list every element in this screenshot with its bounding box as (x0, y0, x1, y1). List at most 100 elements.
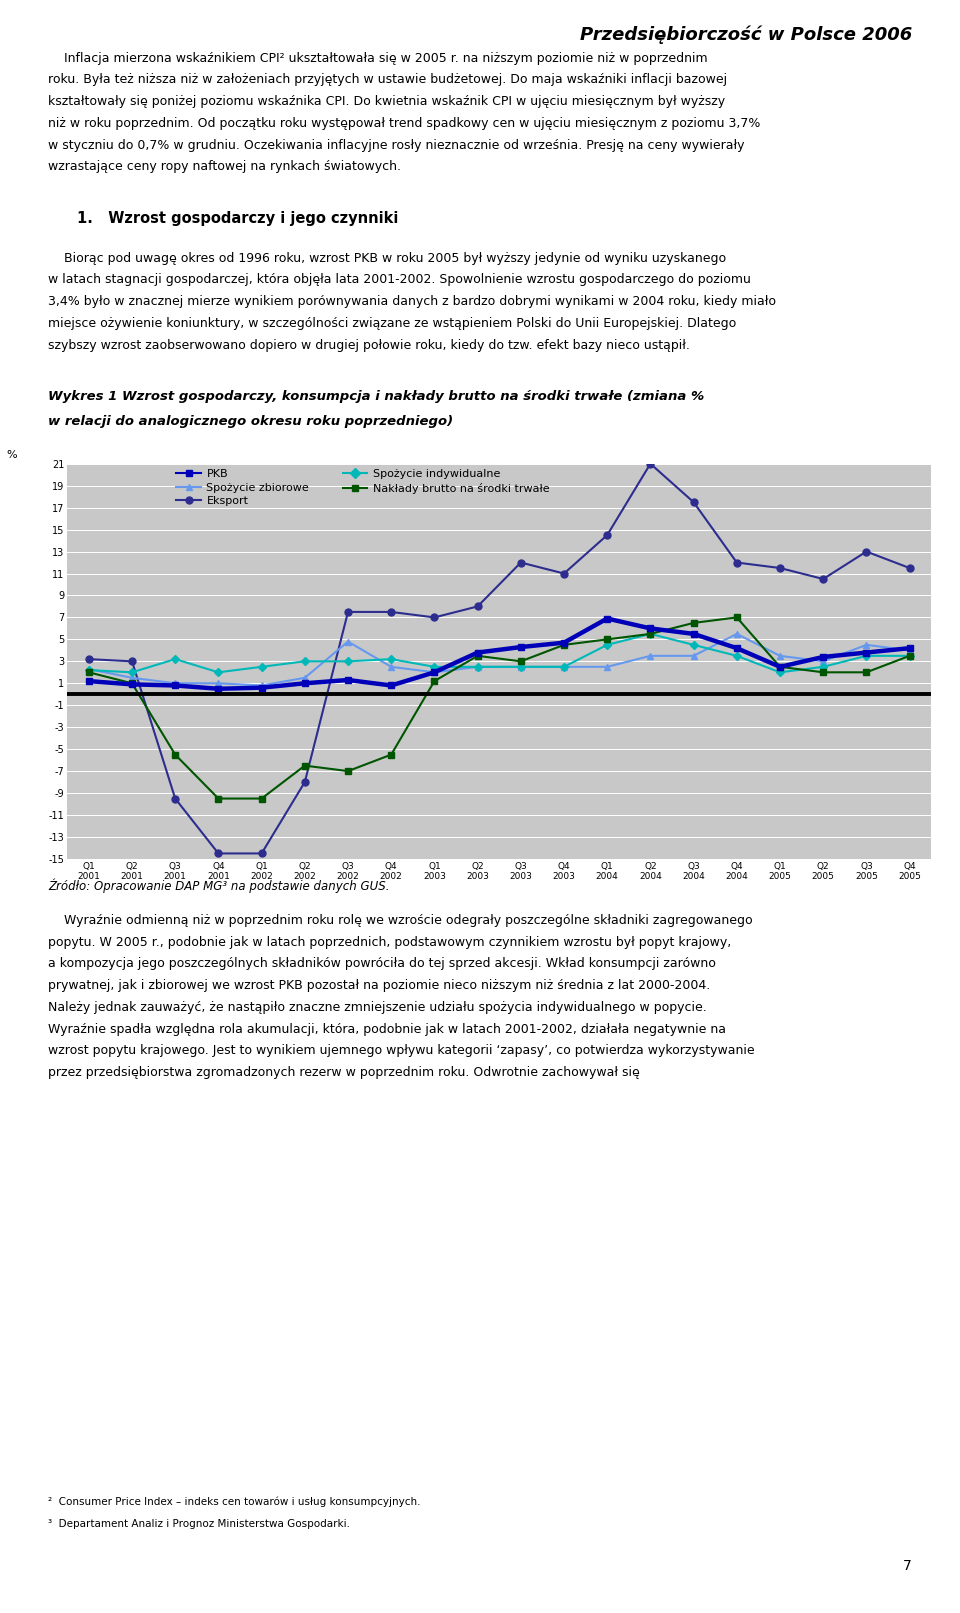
Nakłady brutto na środki trwałe (687, 613, 699, 632)
Text: Inflacja mierzona wskaźnikiem CPI² ukształtowała się w 2005 r. na niższym poziom: Inflacja mierzona wskaźnikiem CPI² ukszt… (48, 52, 708, 65)
PKB (385, 676, 397, 695)
Text: Wykres 1 Wzrost gospodarczy, konsumpcja i nakłady brutto na środki trwałe (zmian: Wykres 1 Wzrost gospodarczy, konsumpcja … (48, 390, 705, 403)
Spożycie zbiorowe (127, 668, 138, 687)
Spożycie zbiorowe (255, 676, 267, 695)
PKB (169, 676, 180, 695)
Eksport (644, 455, 656, 474)
Spożycie indywidualne (127, 663, 138, 682)
Text: Należy jednak zauważyć, że nastąpiło znaczne zmniejszenie udziału spożycia indyw: Należy jednak zauważyć, że nastąpiło zna… (48, 1002, 707, 1015)
Text: %: % (7, 450, 17, 460)
Spożycie zbiorowe (860, 636, 872, 655)
PKB (299, 674, 310, 694)
PKB (774, 656, 785, 676)
PKB (255, 677, 267, 697)
Spożycie zbiorowe (83, 660, 94, 679)
PKB (83, 671, 94, 690)
Text: wzrastające ceny ropy naftowej na rynkach światowych.: wzrastające ceny ropy naftowej na rynkac… (48, 161, 401, 174)
Spożycie indywidualne (558, 656, 569, 676)
Nakłady brutto na środki trwałe (774, 656, 785, 676)
PKB (127, 674, 138, 694)
Nakłady brutto na środki trwałe (83, 663, 94, 682)
Spożycie indywidualne (299, 652, 310, 671)
Nakłady brutto na środki trwałe (558, 636, 569, 655)
Text: Źródło: Opracowanie DAP MG³ na podstawie danych GUS.: Źródło: Opracowanie DAP MG³ na podstawie… (48, 879, 390, 892)
Nakłady brutto na środki trwałe (515, 652, 526, 671)
Text: w styczniu do 0,7% w grudniu. Oczekiwania inflacyjne rosły nieznacznie od wrześn: w styczniu do 0,7% w grudniu. Oczekiwani… (48, 139, 745, 152)
Nakłady brutto na środki trwałe (644, 624, 656, 644)
Nakłady brutto na środki trwałe (127, 674, 138, 694)
Spożycie indywidualne (817, 656, 828, 676)
Nakłady brutto na środki trwałe (903, 647, 915, 666)
Eksport (212, 844, 224, 863)
PKB (212, 679, 224, 698)
Eksport (558, 565, 569, 584)
Text: Wyraźnie odmienną niż w poprzednim roku rolę we wzroście odegrały poszczególne s: Wyraźnie odmienną niż w poprzednim roku … (48, 915, 753, 927)
Nakłady brutto na środki trwałe (385, 745, 397, 765)
Line: Nakłady brutto na środki trwałe: Nakłady brutto na środki trwałe (86, 615, 912, 802)
Spożycie zbiorowe (644, 647, 656, 666)
Text: wzrost popytu krajowego. Jest to wynikiem ujemnego wpływu kategorii ‘zapasy’, co: wzrost popytu krajowego. Jest to wynikie… (48, 1045, 755, 1058)
Text: prywatnej, jak i zbiorowej we wzrost PKB pozostał na poziomie nieco niższym niż : prywatnej, jak i zbiorowej we wzrost PKB… (48, 979, 710, 992)
Spożycie indywidualne (774, 663, 785, 682)
Text: roku. Była też niższa niż w założeniach przyjętych w ustawie budżetowej. Do maja: roku. Była też niższa niż w założeniach … (48, 73, 727, 87)
Eksport (127, 652, 138, 671)
Spożycie zbiorowe (515, 656, 526, 676)
PKB (860, 644, 872, 663)
Spożycie indywidualne (255, 656, 267, 676)
Spożycie indywidualne (860, 647, 872, 666)
Text: miejsce ożywienie koniunktury, w szczególności związane ze wstąpieniem Polski do: miejsce ożywienie koniunktury, w szczegó… (48, 318, 736, 331)
Eksport (860, 542, 872, 561)
PKB (903, 639, 915, 658)
Eksport (515, 553, 526, 573)
Text: przez przedsiębiorstwa zgromadzonych rezerw w poprzednim roku. Odwrotnie zachowy: przez przedsiębiorstwa zgromadzonych rez… (48, 1066, 639, 1079)
Nakłady brutto na środki trwałe (255, 789, 267, 808)
Spożycie zbiorowe (817, 652, 828, 671)
Spożycie zbiorowe (385, 656, 397, 676)
Eksport (903, 558, 915, 577)
Spożycie zbiorowe (731, 624, 742, 644)
Spożycie indywidualne (644, 624, 656, 644)
Nakłady brutto na środki trwałe (471, 647, 483, 666)
Spożycie zbiorowe (601, 656, 612, 676)
Spożycie indywidualne (212, 663, 224, 682)
Text: ³  Departament Analiz i Prognoz Ministerstwa Gospodarki.: ³ Departament Analiz i Prognoz Ministers… (48, 1519, 350, 1529)
Text: niż w roku poprzednim. Od początku roku występował trend spadkowy cen w ujęciu m: niż w roku poprzednim. Od początku roku … (48, 118, 760, 131)
Spożycie indywidualne (428, 656, 440, 676)
Eksport (687, 492, 699, 511)
PKB (342, 671, 353, 690)
Spożycie indywidualne (515, 656, 526, 676)
Eksport (471, 597, 483, 616)
Nakłady brutto na środki trwałe (817, 663, 828, 682)
Line: Eksport: Eksport (85, 460, 913, 857)
Eksport (428, 608, 440, 627)
PKB (428, 663, 440, 682)
Spożycie indywidualne (731, 647, 742, 666)
Eksport (731, 553, 742, 573)
Eksport (83, 650, 94, 669)
Spożycie zbiorowe (774, 647, 785, 666)
Spożycie zbiorowe (299, 668, 310, 687)
Nakłady brutto na środki trwałe (342, 761, 353, 781)
Line: PKB: PKB (85, 615, 913, 692)
Eksport (169, 789, 180, 808)
Text: Biorąc pod uwagę okres od 1996 roku, wzrost PKB w roku 2005 był wyższy jedynie o: Biorąc pod uwagę okres od 1996 roku, wzr… (48, 252, 726, 265)
PKB (731, 639, 742, 658)
Eksport (299, 773, 310, 792)
Eksport (601, 526, 612, 545)
Text: szybszy wzrost zaobserwowano dopiero w drugiej połowie roku, kiedy do tzw. efekt: szybszy wzrost zaobserwowano dopiero w d… (48, 339, 690, 352)
Text: 1.   Wzrost gospodarczy i jego czynniki: 1. Wzrost gospodarczy i jego czynniki (77, 211, 398, 226)
Eksport (342, 602, 353, 621)
Text: w relacji do analogicznego okresu roku poprzedniego): w relacji do analogicznego okresu roku p… (48, 416, 453, 429)
Spożycie indywidualne (687, 636, 699, 655)
Text: Wyraźnie spadła względna rola akumulacji, która, podobnie jak w latach 2001-2002: Wyraźnie spadła względna rola akumulacji… (48, 1023, 726, 1036)
Text: kształtowały się poniżej poziomu wskaźnika CPI. Do kwietnia wskaźnik CPI w ujęci: kształtowały się poniżej poziomu wskaźni… (48, 95, 725, 108)
Text: 3,4% było w znacznej mierze wynikiem porównywania danych z bardzo dobrymi wynika: 3,4% było w znacznej mierze wynikiem por… (48, 295, 776, 308)
Spożycie zbiorowe (428, 663, 440, 682)
Spożycie indywidualne (169, 650, 180, 669)
Text: ²  Consumer Price Index – indeks cen towarów i usług konsumpcyjnych.: ² Consumer Price Index – indeks cen towa… (48, 1497, 420, 1508)
Line: Spożycie indywidualne: Spożycie indywidualne (86, 631, 912, 676)
PKB (687, 624, 699, 644)
PKB (515, 637, 526, 656)
Spożycie zbiorowe (212, 674, 224, 694)
Nakłady brutto na środki trwałe (212, 789, 224, 808)
